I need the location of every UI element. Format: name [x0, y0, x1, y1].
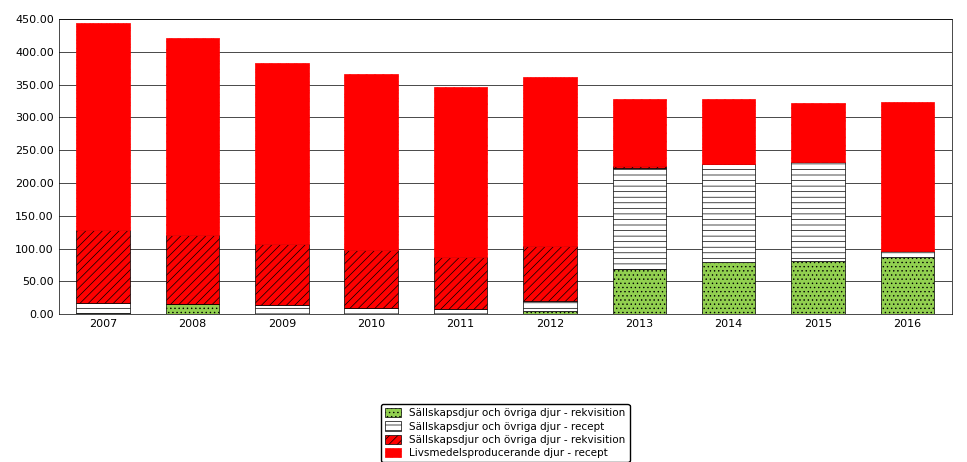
- Bar: [791, 103, 845, 162]
- Bar: [523, 311, 576, 314]
- Bar: [344, 250, 398, 308]
- Bar: [702, 99, 755, 164]
- Bar: [434, 87, 487, 257]
- Bar: [165, 38, 220, 235]
- Bar: [255, 305, 308, 314]
- Bar: [523, 301, 576, 311]
- Bar: [881, 103, 934, 250]
- Bar: [523, 77, 576, 246]
- Bar: [434, 309, 487, 314]
- Bar: [612, 165, 666, 168]
- Bar: [702, 262, 755, 314]
- Legend: Sällskapsdjur och övriga djur - rekvisition, Sällskapsdjur och övriga djur - rec: Sällskapsdjur och övriga djur - rekvisit…: [381, 404, 630, 462]
- Bar: [612, 168, 666, 268]
- Bar: [165, 235, 220, 304]
- Bar: [344, 308, 398, 314]
- Bar: [881, 250, 934, 257]
- Bar: [612, 268, 666, 314]
- Bar: [76, 303, 131, 313]
- Bar: [344, 74, 398, 250]
- Bar: [76, 313, 131, 314]
- Bar: [255, 63, 308, 244]
- Bar: [791, 261, 845, 314]
- Bar: [791, 162, 845, 261]
- Bar: [881, 257, 934, 314]
- Bar: [612, 99, 666, 165]
- Bar: [165, 304, 220, 314]
- Bar: [523, 246, 576, 301]
- Bar: [255, 244, 308, 305]
- Bar: [76, 230, 131, 303]
- Bar: [434, 257, 487, 309]
- Bar: [76, 23, 131, 230]
- Bar: [702, 164, 755, 262]
